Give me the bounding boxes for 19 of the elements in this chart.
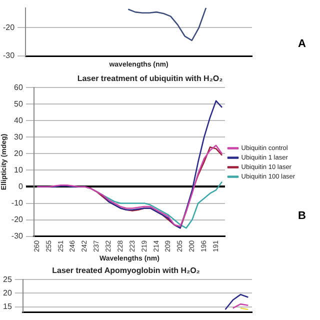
y-tick-label: 20 bbox=[2, 288, 12, 298]
chart-title: Laser treated Apomyoglobin with H₂O₂ bbox=[52, 266, 200, 276]
y-tick-label: -30 bbox=[11, 232, 24, 241]
y-tick-label: 0 bbox=[18, 182, 24, 191]
y-tick-label: -30 bbox=[3, 51, 16, 60]
y-tick-label: 15 bbox=[2, 302, 12, 311]
y-tick-label: 30 bbox=[14, 132, 24, 142]
y-tick-label: -20 bbox=[3, 22, 16, 32]
y-tick-label: 10 bbox=[14, 165, 24, 174]
y-tick-label: -10 bbox=[11, 198, 24, 208]
chart-title: Laser treatment of ubiquitin with H₂O₂ bbox=[77, 74, 224, 84]
text: A bbox=[298, 38, 306, 50]
text: B bbox=[298, 210, 306, 222]
y-tick-label: -20 bbox=[11, 215, 24, 224]
y-tick-label: 25 bbox=[2, 274, 12, 284]
y-tick-label: 60 bbox=[14, 82, 24, 92]
y-tick-label: 50 bbox=[14, 99, 24, 108]
y-tick-label: 40 bbox=[14, 116, 24, 125]
y-tick-label: 20 bbox=[14, 148, 24, 158]
